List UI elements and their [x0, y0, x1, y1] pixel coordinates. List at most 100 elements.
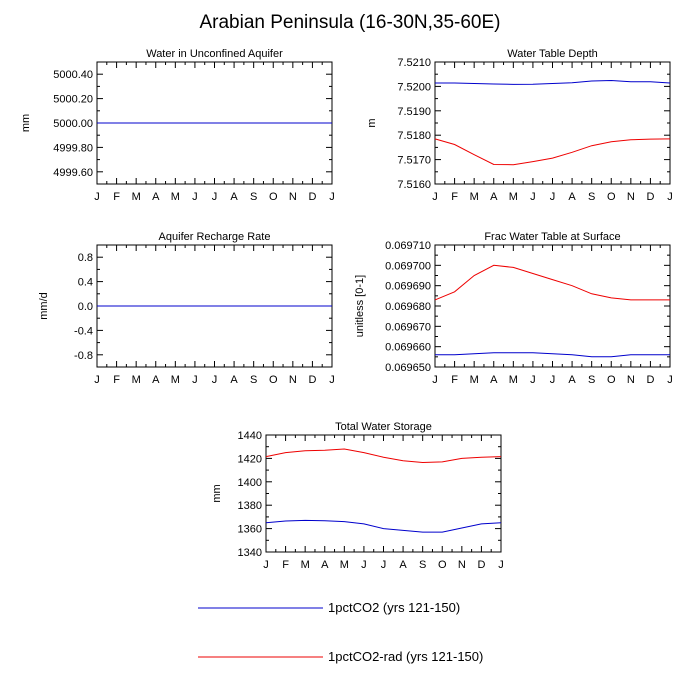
x-tick-label: J	[530, 374, 536, 386]
x-tick-label: A	[321, 559, 329, 571]
x-tick-label: A	[490, 374, 498, 386]
plot-frame	[265, 434, 502, 553]
y-tick-label: 5000.40	[53, 69, 93, 81]
x-tick-label: O	[607, 191, 616, 203]
y-tick-label: 0.069660	[385, 342, 431, 354]
y-tick-label: 0.069700	[385, 260, 431, 272]
plot-frame	[434, 61, 671, 185]
x-tick-label: M	[171, 191, 180, 203]
x-tick-label: O	[269, 374, 278, 386]
y-tick-label: 0.069690	[385, 281, 431, 293]
x-tick-label: J	[432, 191, 438, 203]
x-tick-label: M	[509, 374, 518, 386]
page-title: Arabian Peninsula (16-30N,35-60E)	[199, 12, 501, 33]
x-tick-label: J	[263, 559, 269, 571]
x-tick-label: D	[477, 559, 485, 571]
series-line-1pctco2-rad	[434, 264, 670, 301]
y-tick-label: 7.5170	[397, 155, 431, 167]
x-tick-label: M	[171, 374, 180, 386]
x-tick-label: J	[192, 374, 198, 386]
x-tick-label: M	[340, 559, 349, 571]
series-line-1pctco2-rad	[434, 138, 671, 166]
y-tick-label: 0.069680	[385, 301, 431, 313]
y-tick-label: 5000.20	[53, 94, 93, 106]
y-tick-label: 0.069650	[385, 362, 431, 374]
y-tick-label: 0.0	[78, 301, 93, 313]
x-tick-label: J	[667, 191, 673, 203]
y-axis-label: mm	[20, 114, 32, 132]
series-line-1pctco2	[435, 79, 671, 85]
y-tick-label: 1340	[238, 547, 262, 559]
x-tick-label: O	[607, 374, 616, 386]
y-tick-label: -0.4	[74, 325, 93, 337]
y-tick-label: 7.5200	[397, 81, 431, 93]
x-tick-label: J	[361, 559, 367, 571]
y-tick-label: 0.069670	[385, 321, 431, 333]
x-tick-label: J	[329, 191, 335, 203]
x-tick-label: J	[498, 559, 504, 571]
x-tick-label: M	[132, 374, 141, 386]
series-line-1pctco2-rad	[265, 448, 502, 464]
plot-frame	[434, 244, 671, 368]
x-tick-label: N	[627, 191, 635, 203]
x-tick-label: D	[646, 191, 654, 203]
x-tick-label: J	[94, 374, 100, 386]
x-tick-label: O	[438, 559, 447, 571]
x-tick-label: A	[230, 374, 238, 386]
y-tick-label: 1400	[238, 477, 262, 489]
x-tick-label: M	[470, 191, 479, 203]
x-tick-label: M	[301, 559, 310, 571]
panel-title: Water Table Depth	[507, 48, 598, 60]
x-tick-label: O	[269, 191, 278, 203]
y-tick-label: 1420	[238, 453, 262, 465]
x-tick-label: D	[646, 374, 654, 386]
y-tick-label: 5000.00	[53, 118, 93, 130]
x-tick-label: S	[588, 374, 595, 386]
y-axis-label: m	[366, 118, 378, 127]
x-tick-label: N	[458, 559, 466, 571]
x-tick-label: J	[94, 191, 100, 203]
x-tick-label: M	[132, 191, 141, 203]
x-tick-label: J	[667, 374, 673, 386]
y-tick-label: 7.5210	[397, 57, 431, 69]
x-tick-label: J	[550, 191, 556, 203]
y-tick-label: 4999.60	[53, 167, 93, 179]
x-tick-label: N	[627, 374, 635, 386]
x-tick-label: F	[282, 559, 289, 571]
y-tick-label: 1440	[238, 430, 262, 442]
y-tick-label: 4999.80	[53, 142, 93, 154]
y-tick-label: 0.4	[78, 277, 93, 289]
y-tick-label: 7.5160	[397, 179, 431, 191]
x-tick-label: J	[550, 374, 556, 386]
x-tick-label: S	[588, 191, 595, 203]
x-tick-label: D	[308, 374, 316, 386]
x-tick-label: A	[152, 374, 160, 386]
series-line-1pctco2	[435, 352, 670, 358]
y-tick-label: 0.8	[78, 252, 93, 264]
x-tick-label: J	[432, 374, 438, 386]
x-tick-label: J	[530, 191, 536, 203]
x-tick-label: N	[289, 191, 297, 203]
x-tick-label: S	[250, 191, 257, 203]
y-tick-label: 1360	[238, 524, 262, 536]
y-axis-label: unitless [0-1]	[354, 275, 366, 337]
x-tick-label: A	[152, 191, 160, 203]
x-tick-label: F	[451, 191, 458, 203]
x-tick-label: F	[113, 374, 120, 386]
x-tick-label: A	[230, 191, 238, 203]
x-tick-label: J	[212, 374, 218, 386]
x-tick-label: F	[113, 191, 120, 203]
legend-label-series2: 1pctCO2-rad (yrs 121-150)	[328, 649, 484, 664]
panel-title: Aquifer Recharge Rate	[159, 231, 271, 243]
x-tick-label: A	[399, 559, 407, 571]
x-tick-label: J	[212, 191, 218, 203]
x-tick-label: J	[192, 191, 198, 203]
x-tick-label: M	[470, 374, 479, 386]
y-axis-label: mm	[211, 484, 223, 502]
